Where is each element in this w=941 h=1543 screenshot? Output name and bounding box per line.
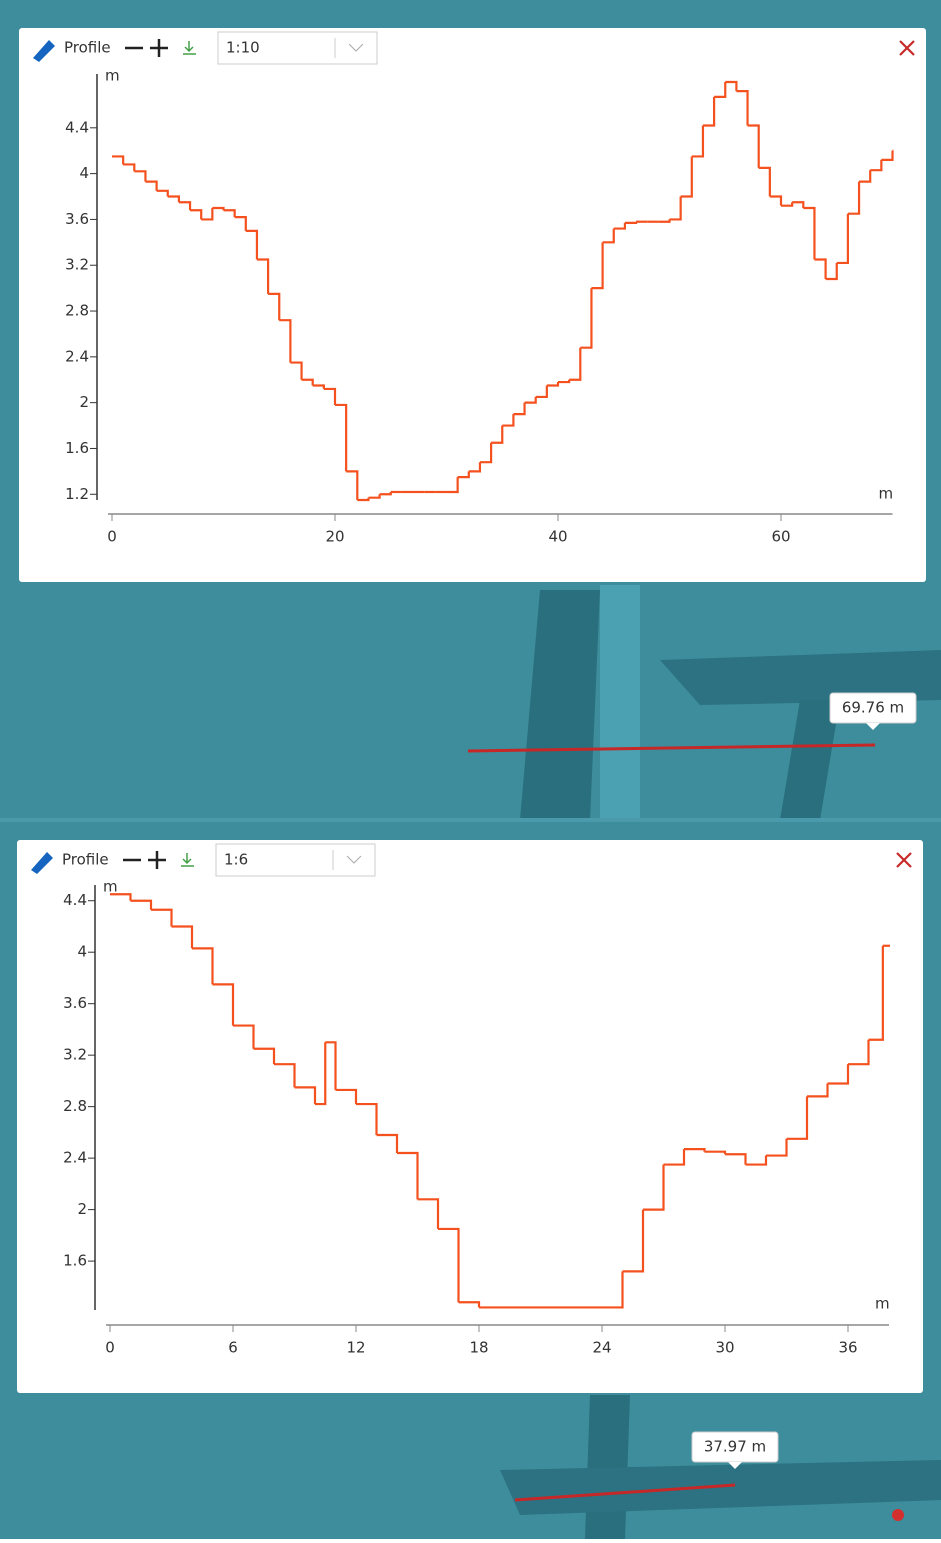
- panel-title: Profile: [62, 851, 109, 869]
- x-tick-label: 36: [838, 1339, 857, 1357]
- y-tick-label: 4: [79, 164, 89, 182]
- x-tick-label: 0: [107, 528, 117, 546]
- x-tick-label: 30: [715, 1339, 734, 1357]
- panel-title: Profile: [64, 39, 111, 57]
- x-tick-label: 60: [771, 528, 790, 546]
- y-tick-label: 3.6: [63, 994, 87, 1012]
- y-tick-label: 3.2: [65, 256, 89, 274]
- x-tick-label: 6: [228, 1339, 238, 1357]
- scale-value: 1:6: [224, 851, 248, 869]
- y-tick-label: 4: [77, 943, 87, 961]
- x-tick-label: 40: [548, 528, 567, 546]
- y-tick-label: 2.4: [63, 1149, 87, 1167]
- profile-segment: [625, 222, 636, 223]
- divider: [0, 818, 941, 822]
- y-tick-label: 4.4: [65, 118, 89, 136]
- scale-value: 1:10: [226, 39, 260, 57]
- y-axis-label: m: [103, 878, 118, 896]
- measure-text: 37.97 m: [704, 1438, 766, 1456]
- panel: [17, 840, 923, 1393]
- y-tick-label: 2: [77, 1200, 87, 1218]
- y-tick-label: 2.4: [65, 347, 89, 365]
- map-shape: [600, 585, 640, 820]
- x-tick-label: 18: [469, 1339, 488, 1357]
- panel: [19, 28, 926, 582]
- measure-text: 69.76 m: [842, 699, 904, 717]
- y-axis-label: m: [105, 67, 120, 85]
- x-axis-label: m: [879, 485, 894, 503]
- y-tick-label: 3.2: [63, 1046, 87, 1064]
- screen: Profile1:10mm1.21.622.42.83.23.644.40204…: [0, 0, 941, 1539]
- x-tick-label: 12: [346, 1339, 365, 1357]
- y-tick-label: 3.6: [65, 210, 89, 228]
- x-tick-label: 0: [105, 1339, 115, 1357]
- y-tick-label: 2.8: [65, 302, 89, 320]
- page: Profile1:10mm1.21.622.42.83.23.644.40204…: [0, 0, 941, 1539]
- location-dot: [892, 1509, 904, 1521]
- x-tick-label: 24: [592, 1339, 611, 1357]
- y-tick-label: 1.6: [63, 1252, 87, 1270]
- y-tick-label: 2: [79, 393, 89, 411]
- y-tick-label: 4.4: [63, 891, 87, 909]
- y-tick-label: 1.2: [65, 485, 89, 503]
- x-axis-label: m: [875, 1295, 890, 1313]
- y-tick-label: 2.8: [63, 1097, 87, 1115]
- map-shape: [585, 1395, 630, 1539]
- y-tick-label: 1.6: [65, 439, 89, 457]
- x-tick-label: 20: [325, 528, 344, 546]
